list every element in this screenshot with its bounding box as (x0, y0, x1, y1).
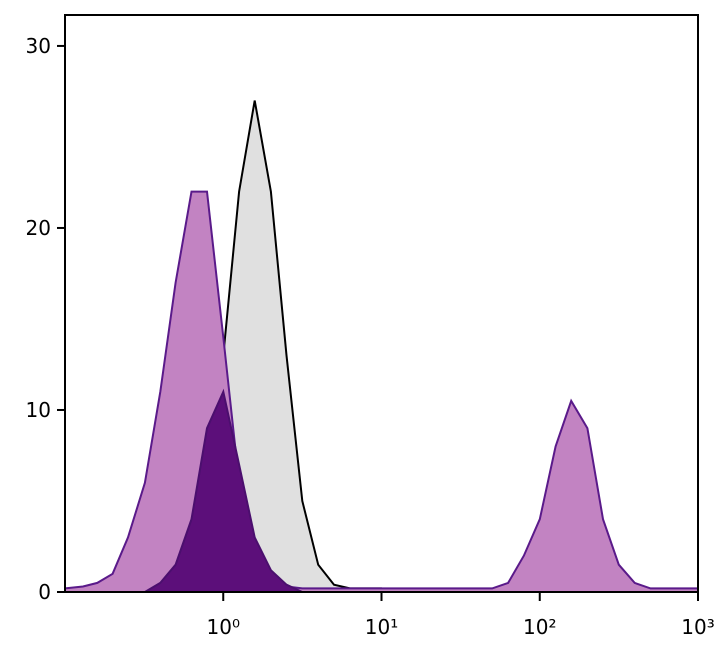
x-tick-label: 10¹ (365, 615, 398, 639)
histogram-line (64, 190, 698, 590)
y-tick-label: 10 (26, 398, 51, 422)
y-tick-label: 20 (26, 216, 51, 240)
area-fill (65, 391, 698, 592)
y-tick-label: 0 (38, 580, 51, 604)
x-tick-label: 10³ (681, 615, 714, 639)
y-tick-label: 30 (26, 34, 51, 58)
x-tick-label: 10⁰ (207, 615, 240, 639)
x-tick-label: 10² (523, 615, 556, 639)
